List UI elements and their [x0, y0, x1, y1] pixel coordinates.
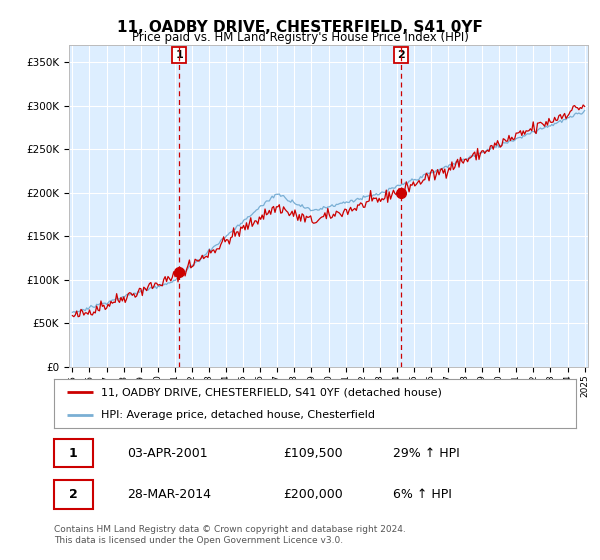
Text: 03-APR-2001: 03-APR-2001: [127, 446, 208, 460]
Text: £200,000: £200,000: [284, 488, 343, 501]
Text: 28-MAR-2014: 28-MAR-2014: [127, 488, 211, 501]
FancyBboxPatch shape: [54, 480, 93, 509]
Text: 29% ↑ HPI: 29% ↑ HPI: [394, 446, 460, 460]
Text: Price paid vs. HM Land Registry's House Price Index (HPI): Price paid vs. HM Land Registry's House …: [131, 31, 469, 44]
Text: £109,500: £109,500: [284, 446, 343, 460]
Text: 1: 1: [175, 50, 183, 60]
Text: 2: 2: [397, 50, 405, 60]
FancyBboxPatch shape: [54, 439, 93, 468]
Text: 11, OADBY DRIVE, CHESTERFIELD, S41 0YF: 11, OADBY DRIVE, CHESTERFIELD, S41 0YF: [117, 20, 483, 35]
Text: 2: 2: [69, 488, 77, 501]
Text: 1: 1: [69, 446, 77, 460]
Text: 6% ↑ HPI: 6% ↑ HPI: [394, 488, 452, 501]
Text: HPI: Average price, detached house, Chesterfield: HPI: Average price, detached house, Ches…: [101, 410, 375, 420]
Text: 11, OADBY DRIVE, CHESTERFIELD, S41 0YF (detached house): 11, OADBY DRIVE, CHESTERFIELD, S41 0YF (…: [101, 388, 442, 398]
Text: Contains HM Land Registry data © Crown copyright and database right 2024.
This d: Contains HM Land Registry data © Crown c…: [54, 525, 406, 545]
